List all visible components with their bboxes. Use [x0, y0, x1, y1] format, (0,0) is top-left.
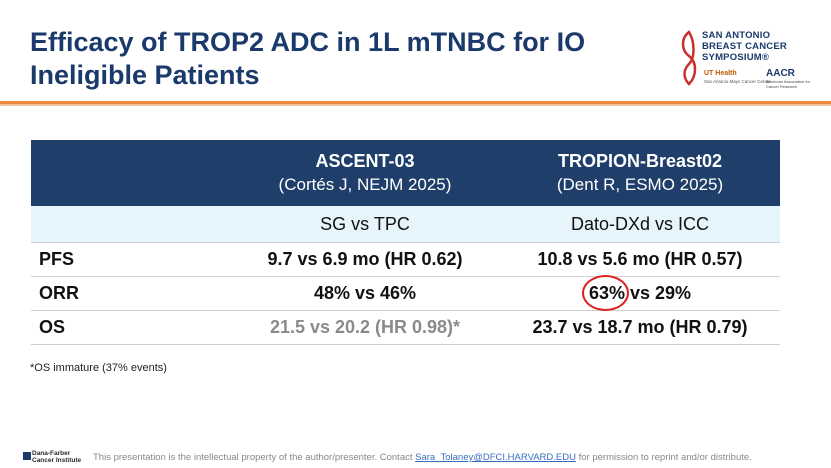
pfs-tropion-value: 10.8 vs 5.6 mo (HR 0.57) — [500, 242, 780, 277]
dfci-line-1: Dana-Farber — [32, 450, 71, 457]
row-label-os: OS — [31, 310, 230, 345]
orr-tropion-rest: vs 29% — [624, 283, 692, 303]
dfci-line-2: Cancer Institute — [32, 457, 82, 464]
comparison-row: SG vs TPC Dato-DXd vs ICC — [31, 206, 780, 243]
dana-farber-icon — [23, 452, 31, 460]
comparison-empty-cell — [31, 206, 230, 243]
footer-text-before: This presentation is the intellectual pr… — [93, 452, 416, 463]
table-row-os: OS 21.5 vs 20.2 (HR 0.98)* 23.7 vs 18.7 … — [31, 310, 780, 345]
tropion-comparison: Dato-DXd vs ICC — [500, 206, 780, 243]
table-row-orr: ORR 48% vs 46% 63% vs 29% — [31, 275, 780, 311]
footer-disclaimer: This presentation is the intellectual pr… — [93, 452, 752, 463]
os-ascent-value: 21.5 vs 20.2 (HR 0.98)* — [230, 310, 500, 345]
table-header-row: ASCENT-03 (Cortés J, NEJM 2025) TROPION-… — [31, 140, 780, 206]
ut-health-logo: UT Health San Antonio Mays Cancer Center — [704, 70, 771, 86]
tropion-title: TROPION-Breast02 — [557, 151, 723, 171]
ribbon-icon — [681, 30, 697, 86]
table-row-pfs: PFS 9.7 vs 6.9 mo (HR 0.62) 10.8 vs 5.6 … — [31, 242, 780, 277]
row-label-orr: ORR — [31, 276, 230, 311]
orr-tropion-value: 63% vs 29% — [500, 275, 780, 311]
ut-health-name: UT Health — [704, 70, 737, 77]
orr-highlight-circle: 63% — [581, 275, 630, 311]
aacr-logo: AACR American Association for Cancer Res… — [766, 68, 816, 90]
os-tropion-value: 23.7 vs 18.7 mo (HR 0.79) — [500, 310, 780, 345]
footer: Dana-Farber Cancer Institute This presen… — [0, 446, 831, 468]
orr-ascent-value: 48% vs 46% — [230, 276, 500, 311]
efficacy-table: ASCENT-03 (Cortés J, NEJM 2025) TROPION-… — [31, 140, 780, 345]
logo-line-2: BREAST CANCER — [702, 41, 787, 52]
ascent-citation: (Cortés J, NEJM 2025) — [278, 175, 452, 194]
contact-email-link[interactable]: Sara_Tolaney@DFCI.HARVARD.EDU — [415, 452, 576, 463]
sabcs-logo-text: SAN ANTONIO BREAST CANCER SYMPOSIUM® — [702, 30, 816, 63]
tropion-citation: (Dent R, ESMO 2025) — [556, 175, 724, 194]
ascent-title: ASCENT-03 — [315, 151, 415, 171]
ut-health-sub: San Antonio Mays Cancer Center — [704, 79, 771, 84]
title-divider — [0, 101, 831, 104]
pfs-ascent-value: 9.7 vs 6.9 mo (HR 0.62) — [230, 242, 500, 277]
aacr-name: AACR — [766, 68, 795, 79]
aacr-sub: American Association for Cancer Research — [766, 79, 811, 89]
sabcs-logo: SAN ANTONIO BREAST CANCER SYMPOSIUM® UT … — [678, 26, 816, 98]
dana-farber-logo: Dana-Farber Cancer Institute — [32, 450, 81, 464]
footnote: *OS immature (37% events) — [30, 362, 167, 374]
footer-text-after: for permission to reprint and/or distrib… — [575, 452, 752, 463]
ascent-comparison: SG vs TPC — [230, 206, 500, 243]
header-empty-cell — [31, 140, 230, 206]
header-tropion: TROPION-Breast02 (Dent R, ESMO 2025) — [500, 140, 780, 206]
slide-title: Efficacy of TROP2 ADC in 1L mTNBC for IO… — [30, 27, 586, 90]
header-ascent: ASCENT-03 (Cortés J, NEJM 2025) — [230, 140, 500, 206]
title-divider-shadow — [0, 104, 831, 106]
logo-line-3: SYMPOSIUM® — [702, 52, 770, 63]
row-label-pfs: PFS — [31, 242, 230, 277]
logo-line-1: SAN ANTONIO — [702, 30, 771, 41]
